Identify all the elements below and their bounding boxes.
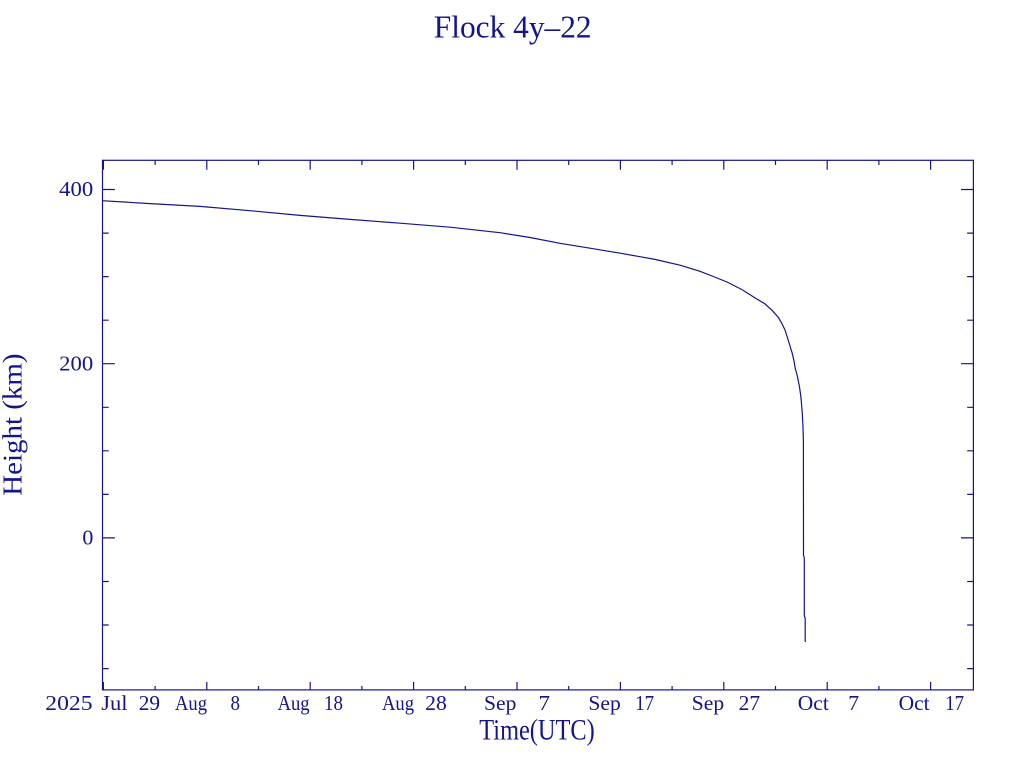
svg-text:2025: 2025 [45, 691, 92, 715]
svg-text:Oct: Oct [798, 691, 829, 715]
svg-text:17: 17 [635, 691, 654, 715]
svg-text:29: 29 [139, 691, 160, 715]
svg-text:8: 8 [231, 691, 241, 715]
svg-text:7: 7 [848, 691, 859, 715]
svg-text:Aug: Aug [382, 691, 414, 715]
svg-text:Flock 4y–22: Flock 4y–22 [434, 8, 592, 44]
svg-text:Sep: Sep [692, 691, 724, 715]
svg-text:Height (km): Height (km) [0, 354, 28, 496]
svg-text:28: 28 [425, 691, 447, 715]
svg-text:400: 400 [59, 177, 93, 201]
svg-text:200: 200 [59, 351, 93, 375]
svg-text:27: 27 [739, 691, 761, 715]
svg-text:7: 7 [539, 691, 551, 715]
svg-text:Oct: Oct [899, 691, 930, 715]
svg-text:Time(UTC): Time(UTC) [479, 715, 594, 747]
svg-text:Jul: Jul [101, 691, 127, 715]
svg-text:Aug: Aug [175, 691, 207, 715]
svg-text:Sep: Sep [588, 691, 620, 715]
svg-text:18: 18 [324, 691, 343, 715]
svg-text:0: 0 [82, 526, 93, 550]
svg-text:Aug: Aug [278, 691, 310, 715]
svg-text:17: 17 [945, 691, 964, 715]
svg-text:Sep: Sep [484, 691, 516, 715]
